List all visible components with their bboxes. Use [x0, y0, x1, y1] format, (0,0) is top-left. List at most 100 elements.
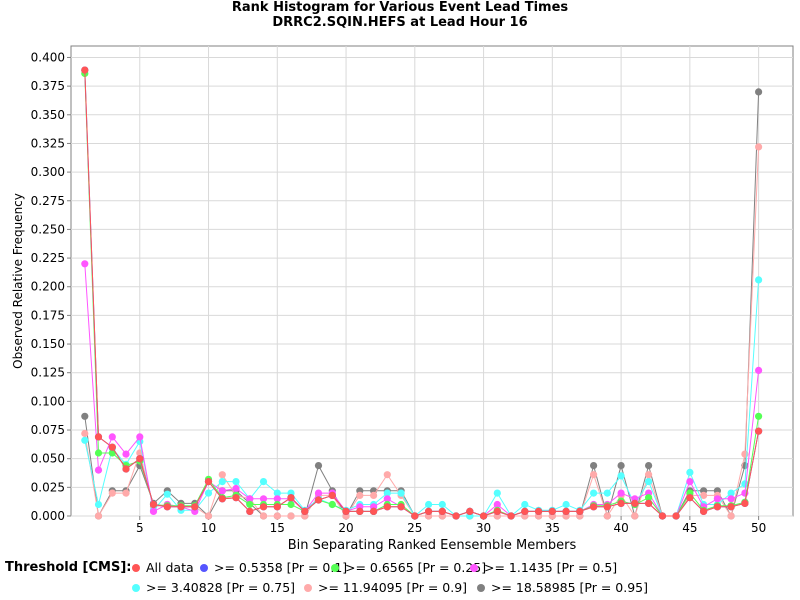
- x-tick-label: 50: [751, 521, 766, 535]
- legend-item: >= 11.94095 [Pr = 0.9]: [304, 580, 467, 595]
- data-point: [370, 507, 378, 515]
- data-point: [356, 507, 364, 515]
- data-point: [218, 478, 226, 486]
- data-point: [314, 489, 323, 497]
- data-point: [603, 512, 611, 520]
- legend-marker: [331, 563, 339, 572]
- data-point: [122, 489, 130, 497]
- data-point: [232, 484, 240, 493]
- data-point: [149, 500, 158, 509]
- x-tick-label: 40: [613, 521, 628, 535]
- y-axis-ticks: 0.000 0.025 0.050 0.075 0.100 0.125 0.150 0.175…: [31, 50, 71, 523]
- y-tick-label: 0.000: [31, 509, 65, 523]
- data-point: [232, 494, 240, 502]
- data-point: [81, 260, 89, 268]
- data-point: [259, 495, 268, 503]
- data-point: [686, 494, 694, 502]
- data-point: [94, 512, 103, 520]
- data-point: [246, 500, 254, 509]
- legend-label: >= 11.94095 [Pr = 0.9]: [318, 580, 468, 595]
- data-point: [136, 455, 144, 463]
- data-point: [658, 512, 667, 520]
- legend-item: >= 0.5358 [Pr = 0.1]: [200, 560, 347, 575]
- data-point: [493, 489, 501, 497]
- data-point: [383, 503, 391, 511]
- data-point: [438, 507, 446, 515]
- x-tick-label: 10: [201, 521, 216, 535]
- legend-marker: [477, 583, 485, 592]
- data-point: [94, 466, 103, 474]
- legend-label: >= 0.5358 [Pr = 0.1]: [214, 560, 348, 575]
- data-point: [259, 478, 268, 486]
- data-point: [342, 507, 350, 515]
- data-point: [521, 500, 529, 509]
- data-point: [397, 489, 405, 497]
- data-point: [108, 489, 116, 497]
- y-tick-label: 0.025: [31, 480, 65, 494]
- data-point: [617, 489, 625, 497]
- data-point: [425, 507, 433, 515]
- data-point: [411, 512, 419, 520]
- x-tick-label: 30: [476, 521, 491, 535]
- x-tick-label: 25: [407, 521, 422, 535]
- y-tick-label: 0.075: [31, 423, 65, 437]
- legend-marker: [132, 583, 140, 592]
- legend-marker: [304, 583, 312, 592]
- data-point: [617, 462, 625, 470]
- data-point: [535, 507, 543, 515]
- data-point: [507, 512, 515, 520]
- data-point: [548, 507, 556, 515]
- data-point: [383, 495, 391, 503]
- chart-subtitle: DRRC2.SQIN.HEFS at Lead Hour 16: [272, 15, 528, 30]
- data-point: [81, 436, 89, 444]
- data-point: [218, 487, 226, 495]
- data-point: [452, 512, 460, 520]
- data-point: [246, 507, 254, 515]
- data-point: [273, 489, 281, 497]
- data-point: [81, 429, 89, 438]
- y-tick-label: 0.275: [31, 194, 65, 208]
- data-point: [259, 503, 268, 511]
- data-point: [163, 490, 171, 498]
- data-point: [122, 465, 130, 473]
- y-tick-label: 0.325: [31, 136, 65, 150]
- legend-marker: [200, 563, 208, 572]
- data-point: [218, 471, 226, 479]
- data-point: [727, 512, 735, 520]
- data-point: [94, 449, 103, 457]
- y-tick-label: 0.150: [31, 337, 65, 351]
- data-point: [645, 499, 653, 507]
- y-tick-label: 0.400: [31, 50, 65, 64]
- data-point: [755, 88, 763, 96]
- data-point: [259, 512, 268, 520]
- data-point: [81, 66, 89, 74]
- y-tick-label: 0.300: [31, 165, 65, 179]
- series-group: [81, 66, 763, 520]
- data-point: [273, 512, 281, 520]
- data-point: [631, 499, 639, 507]
- data-point: [617, 472, 625, 480]
- data-point: [755, 143, 763, 151]
- data-point: [136, 433, 144, 441]
- data-point: [576, 507, 584, 515]
- legend-item: All data: [132, 560, 194, 575]
- data-point: [108, 433, 116, 441]
- y-tick-label: 0.175: [31, 308, 65, 322]
- data-point: [645, 478, 653, 486]
- rank-histogram-chart: 0.000 0.025 0.050 0.075 0.100 0.125 0.150 0.175…: [11, 45, 794, 553]
- legend-label: >= 0.6565 [Pr = 0.25]: [345, 560, 487, 575]
- data-point: [383, 471, 391, 479]
- y-tick-label: 0.250: [31, 222, 65, 236]
- legend: Threshold [CMS]: All data >= 0.5358 [Pr =…: [0, 558, 800, 600]
- data-point: [755, 366, 763, 374]
- y-tick-label: 0.200: [31, 280, 65, 294]
- data-point: [631, 512, 639, 520]
- data-point: [370, 491, 378, 499]
- x-tick-label: 45: [682, 521, 697, 535]
- data-point: [755, 276, 763, 284]
- data-point: [94, 433, 103, 441]
- data-point: [645, 494, 653, 502]
- data-point: [273, 495, 281, 503]
- data-point: [466, 507, 474, 515]
- data-point: [301, 507, 309, 515]
